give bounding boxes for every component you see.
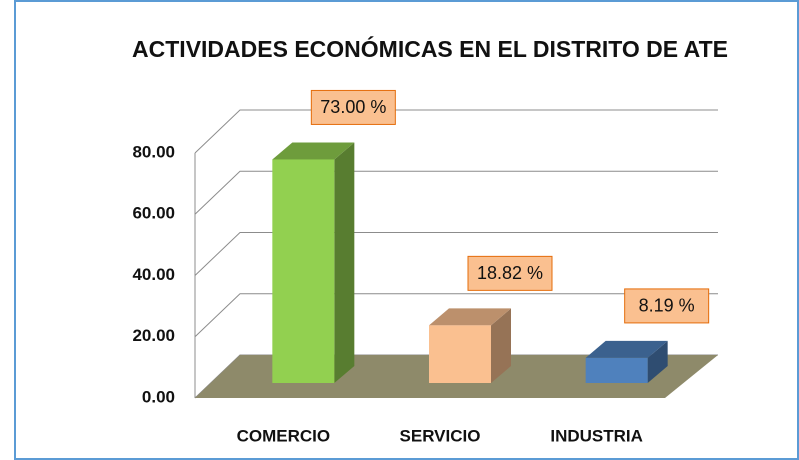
bar-top (429, 308, 511, 326)
bar-top (585, 340, 668, 358)
y-tick-label: 0.00 (142, 387, 175, 406)
value-label-box (310, 89, 396, 125)
bar (272, 159, 335, 383)
y-tick-label: 20.00 (132, 326, 175, 345)
frame (14, 0, 799, 460)
value-label: 18.82 % (477, 263, 543, 283)
bar-side (647, 340, 668, 383)
grid-line (194, 109, 718, 154)
y-tick-label: 80.00 (132, 142, 175, 161)
y-tick-label: 60.00 (132, 204, 175, 223)
value-label-box (467, 255, 553, 291)
grid-line (194, 293, 718, 338)
x-tick-label: COMERCIO (237, 426, 331, 445)
y-tick-label: 40.00 (132, 265, 175, 284)
bar-side (491, 308, 511, 383)
grid-line (194, 232, 718, 276)
value-label-box (624, 288, 710, 324)
bar-side (334, 142, 355, 383)
value-label: 73.00 % (320, 97, 386, 117)
bar (429, 325, 491, 383)
grid-line (194, 170, 718, 215)
x-tick-label: INDUSTRIA (550, 426, 643, 445)
bar-top (272, 142, 355, 160)
value-label: 8.19 % (639, 296, 695, 316)
x-tick-label: SERVICIO (400, 426, 481, 445)
bar (585, 357, 648, 383)
chart-title: ACTIVIDADES ECONÓMICAS EN EL DISTRITO DE… (132, 36, 728, 62)
